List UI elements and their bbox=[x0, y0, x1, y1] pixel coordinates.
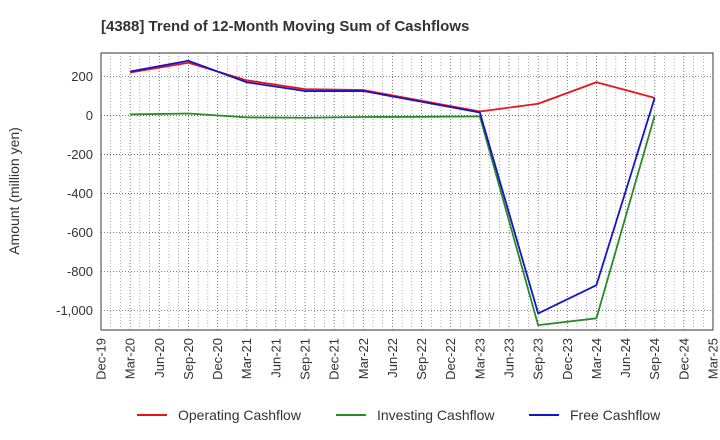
x-tick-label: Jun-24 bbox=[618, 338, 633, 378]
x-tick-label: Jun-22 bbox=[385, 338, 400, 378]
plot-area bbox=[100, 52, 714, 331]
legend-label: Operating Cashflow bbox=[178, 407, 302, 423]
x-tick-label: Dec-22 bbox=[443, 338, 458, 380]
y-tick-label: 0 bbox=[86, 108, 93, 123]
y-axis-label: Amount (million yen) bbox=[6, 127, 22, 255]
legend: Operating Cashflow Investing Cashflow Free… bbox=[137, 407, 661, 423]
x-tick-label: Sep-24 bbox=[647, 338, 662, 380]
x-tick-label: Jun-23 bbox=[502, 338, 517, 378]
legend-label: Investing Cashflow bbox=[377, 407, 495, 423]
x-tick-label: Sep-22 bbox=[414, 338, 429, 380]
y-tick-label: -800 bbox=[67, 264, 93, 279]
legend-label: Free Cashflow bbox=[570, 407, 661, 423]
plot-frame bbox=[100, 52, 714, 331]
series-line-free-cashflow bbox=[129, 59, 656, 315]
series-lines bbox=[129, 59, 656, 327]
y-axis-ticks: 200 0 -200 -400 -600 -800 -1,000 bbox=[56, 69, 93, 318]
x-tick-label: Mar-24 bbox=[589, 338, 604, 379]
x-tick-label: Mar-20 bbox=[123, 338, 138, 379]
x-tick-label: Dec-20 bbox=[210, 338, 225, 380]
x-tick-label: Dec-19 bbox=[94, 338, 109, 380]
gridlines bbox=[100, 53, 714, 330]
x-tick-label: Sep-20 bbox=[181, 338, 196, 380]
series-line-investing-cashflow bbox=[130, 112, 656, 327]
x-tick-label: Sep-21 bbox=[298, 338, 313, 380]
x-tick-label: Jun-20 bbox=[152, 338, 167, 378]
y-tick-label: -400 bbox=[67, 186, 93, 201]
y-tick-label: 200 bbox=[71, 69, 93, 84]
x-tick-label: Mar-25 bbox=[706, 338, 720, 379]
chart-title: [4388] Trend of 12-Month Moving Sum of C… bbox=[101, 18, 469, 35]
x-tick-label: Mar-22 bbox=[356, 338, 371, 379]
x-tick-label: Dec-24 bbox=[676, 338, 691, 380]
y-tick-label: -600 bbox=[67, 225, 93, 240]
x-axis-ticks: Dec-19 Mar-20 Jun-20 Sep-20 Dec-20 Mar-21 Jun-… bbox=[94, 338, 720, 380]
x-tick-label: Sep-23 bbox=[531, 338, 546, 380]
x-tick-label: Jun-21 bbox=[268, 338, 283, 378]
y-tick-label: -1,000 bbox=[56, 303, 93, 318]
x-tick-label: Mar-21 bbox=[239, 338, 254, 379]
x-tick-label: Dec-23 bbox=[560, 338, 575, 380]
x-tick-label: Dec-21 bbox=[327, 338, 342, 380]
y-tick-label: -200 bbox=[67, 147, 93, 162]
x-tick-label: Mar-23 bbox=[472, 338, 487, 379]
